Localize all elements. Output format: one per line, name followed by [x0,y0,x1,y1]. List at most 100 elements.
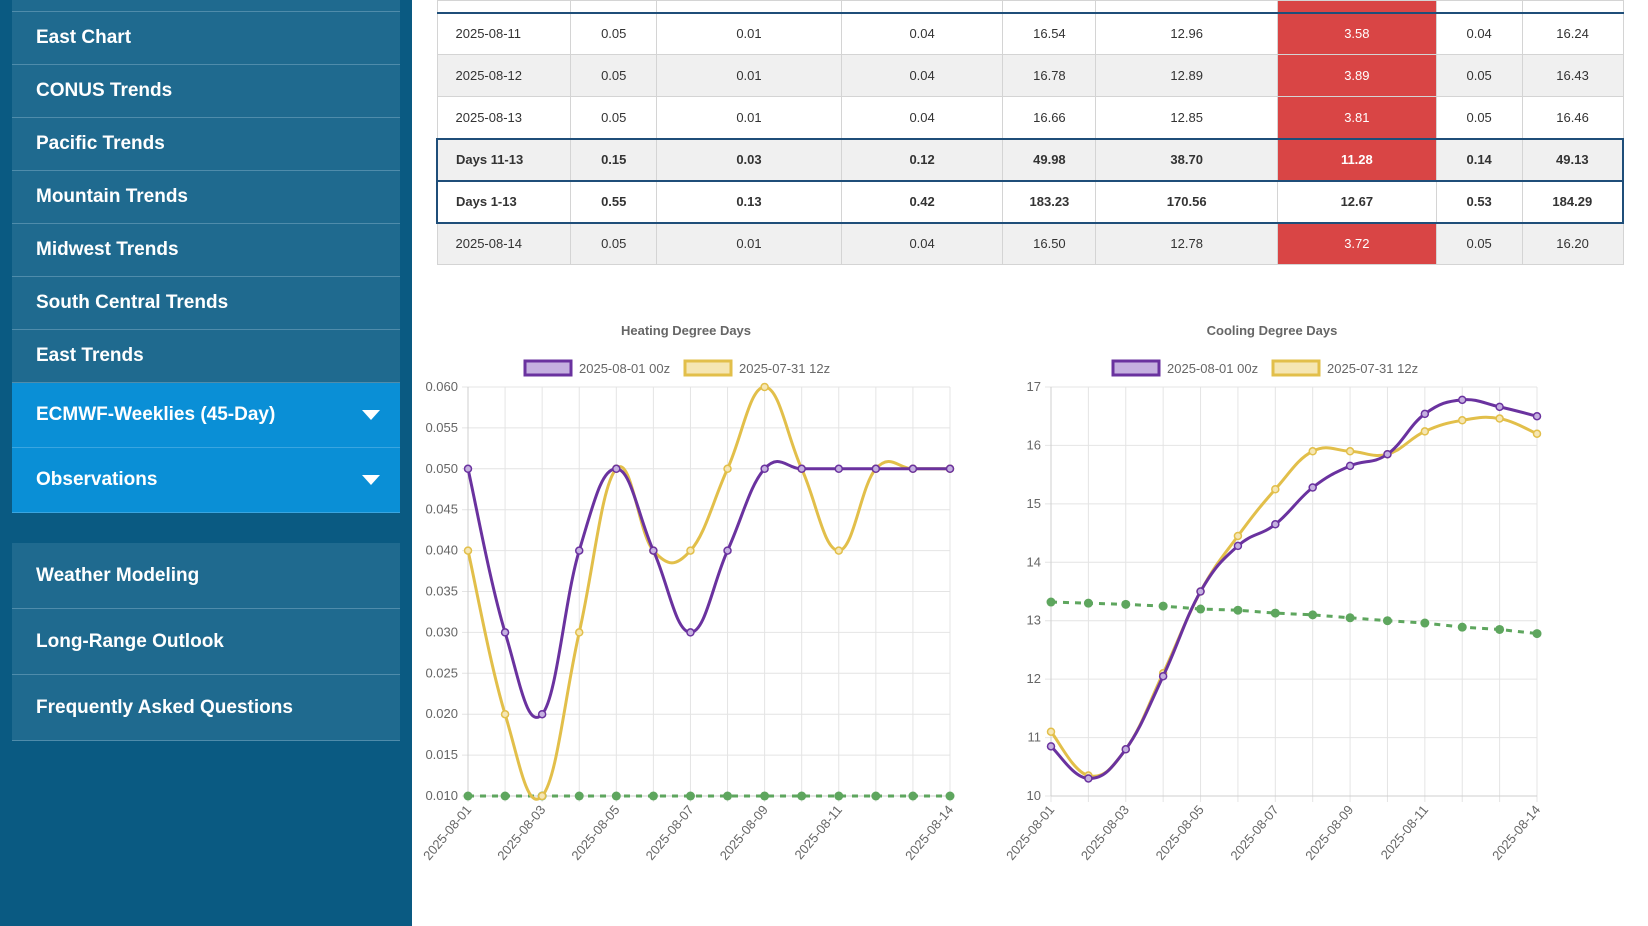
data-point[interactable] [500,709,510,719]
sidebar-item-label: Pacific Trends [36,133,165,154]
data-point[interactable] [1158,601,1168,611]
data-point[interactable] [908,791,918,801]
data-table: 2025-08-11 0.05 0.01 0.04 16.54 12.96 3.58 0.04… [436,0,1624,265]
data-point[interactable] [945,791,955,801]
data-point[interactable] [685,791,695,801]
data-point[interactable] [1495,624,1505,634]
data-point[interactable] [574,628,584,637]
data-point[interactable] [574,546,584,555]
data-point[interactable] [1196,587,1205,596]
sidebar-item-conus-trends[interactable]: CONUS Trends [12,65,400,118]
data-point[interactable] [797,464,806,474]
data-point[interactable] [1083,598,1093,608]
data-point[interactable] [463,464,473,474]
data-point[interactable] [871,464,881,474]
data-point[interactable] [1457,395,1467,405]
data-point[interactable] [1383,449,1392,459]
data-point[interactable] [1233,541,1243,551]
data-point[interactable] [1308,447,1317,456]
legend-item[interactable]: 2025-08-01 00z [1111,359,1258,377]
sidebar-dropdown-observations[interactable]: Observations [12,448,400,513]
table-cell: 16.50 [1002,222,1097,265]
data-point[interactable] [760,382,769,392]
data-point[interactable] [1532,411,1542,421]
sidebar-dropdown-ecmwf-weeklies[interactable]: ECMWF-Weeklies (45-Day) [12,383,400,448]
data-point[interactable] [686,628,695,637]
data-point[interactable] [1271,485,1280,494]
data-point[interactable] [760,791,770,801]
data-point[interactable] [834,464,844,474]
legend-item[interactable]: 2025-08-01 00z [523,359,670,377]
data-point[interactable] [1532,429,1542,438]
data-point[interactable] [908,464,918,474]
sidebar-nav: East Chart CONUS Trends Pacific Trends M… [12,12,400,513]
data-point[interactable] [1345,613,1355,623]
data-point[interactable] [1233,531,1243,541]
sidebar-item-east-trends[interactable]: East Trends [12,330,400,383]
data-point[interactable] [1457,622,1467,632]
x-tick-label: 2025-08-07 [643,802,697,863]
data-point[interactable] [1382,616,1392,626]
table-row: 2025-08-13 0.05 0.01 0.04 16.66 12.85 3.81 0.05… [436,96,1624,139]
data-point[interactable] [1420,409,1430,419]
data-point[interactable] [500,791,510,801]
data-point[interactable] [1308,610,1318,620]
data-point[interactable] [1420,618,1430,628]
data-point[interactable] [686,546,695,555]
data-point[interactable] [611,791,621,801]
sidebar-item-long-range-outlook[interactable]: Long-Range Outlook [12,609,400,675]
sidebar-item-east-chart[interactable]: East Chart [12,12,400,65]
table-cell: 0.05 [570,222,658,265]
data-point[interactable] [574,791,584,801]
sidebar-item-label: East Trends [36,345,144,366]
sidebar-item-partial[interactable] [12,0,400,12]
data-point[interactable] [723,791,733,801]
data-point[interactable] [1308,483,1317,492]
sidebar-item-pacific-trends[interactable]: Pacific Trends [12,118,400,171]
data-point[interactable] [1345,461,1355,471]
data-point[interactable] [500,628,510,637]
data-point[interactable] [648,791,658,801]
sidebar-item-mountain-trends[interactable]: Mountain Trends [12,171,400,224]
data-point[interactable] [1420,427,1430,436]
data-point[interactable] [612,464,621,474]
sidebar-item-label: Frequently Asked Questions [36,696,293,718]
sidebar-item-weather-modeling[interactable]: Weather Modeling [12,543,400,609]
data-point[interactable] [834,546,844,555]
data-point[interactable] [945,464,955,474]
data-point[interactable] [723,546,732,555]
data-point[interactable] [649,546,658,555]
data-point[interactable] [463,791,473,801]
data-point[interactable] [1196,604,1206,614]
data-point[interactable] [871,791,881,801]
data-point[interactable] [1271,520,1280,529]
data-point[interactable] [1121,599,1131,609]
data-point[interactable] [723,464,732,474]
data-point[interactable] [1158,671,1168,681]
data-point[interactable] [834,791,844,801]
sidebar-item-faq[interactable]: Frequently Asked Questions [12,675,400,741]
data-point[interactable] [1495,414,1504,423]
data-point[interactable] [1495,402,1504,412]
legend-item[interactable]: 2025-07-31 12z [1271,359,1418,377]
data-point[interactable] [760,464,769,474]
data-point[interactable] [1121,745,1131,754]
series-line [1049,398,1538,780]
sidebar-item-south-central-trends[interactable]: South Central Trends [12,277,400,330]
data-point[interactable] [1046,742,1056,751]
legend-item[interactable]: 2025-07-31 12z [683,359,830,377]
data-point[interactable] [1532,629,1542,639]
data-point[interactable] [1457,416,1467,425]
sidebar-item-midwest-trends[interactable]: Midwest Trends [12,224,400,277]
data-point[interactable] [1046,597,1056,607]
data-point[interactable] [797,791,807,801]
data-point[interactable] [1084,774,1093,783]
data-point[interactable] [1345,447,1355,456]
data-point[interactable] [1046,727,1056,736]
data-point[interactable] [1270,608,1280,618]
data-point[interactable] [537,709,547,719]
series-line [466,460,950,719]
data-point[interactable] [537,791,547,801]
data-point[interactable] [1233,605,1243,615]
data-point[interactable] [463,546,473,555]
